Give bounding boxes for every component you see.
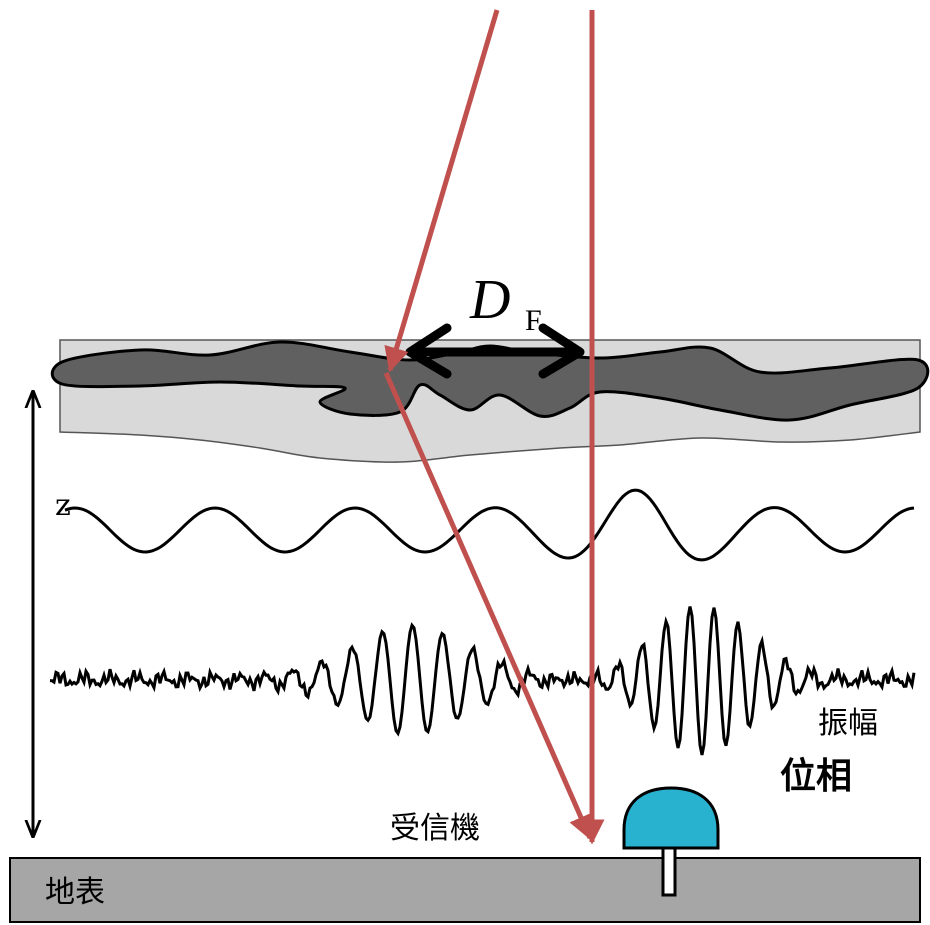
fresnel-arrow [405,323,585,379]
receiver-label: 受信機 [390,811,480,846]
ground-label: 地表 [45,875,105,910]
phase-label: 位相 [780,756,852,797]
height-label: z [55,488,71,523]
ray-scattered [383,371,593,841]
fresnel-subscript: F [525,304,542,337]
receiver-dome [622,786,720,850]
ground [9,857,921,923]
scintillation-signal [49,606,916,756]
fresnel-symbol: D [469,269,510,331]
amplitude-label: 振幅 [818,706,878,741]
ray-incident [384,9,500,373]
receiver-stem [661,843,677,897]
wavefront [64,488,915,562]
